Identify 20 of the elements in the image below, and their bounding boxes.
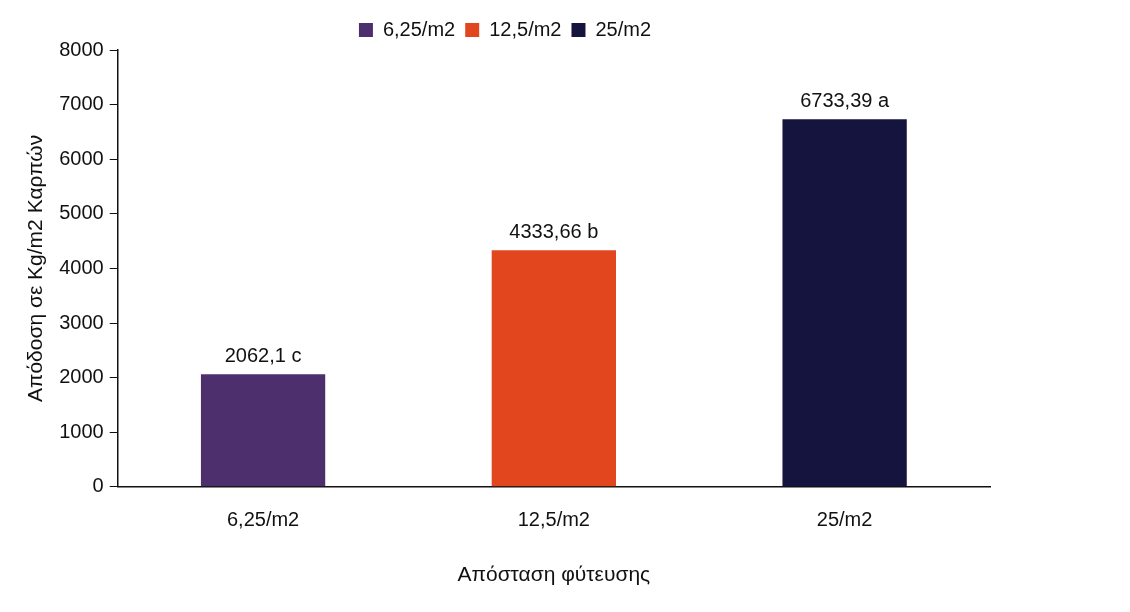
legend-label: 25/m2 xyxy=(595,17,652,40)
y-tick-label: 1000 xyxy=(59,419,104,442)
data-label: 6733,39 a xyxy=(800,88,890,111)
y-axis-title: Απόδοση σε Kg/m2 Καρπών xyxy=(23,134,47,403)
y-tick-label: 7000 xyxy=(59,92,104,115)
x-tick-label: 25/m2 xyxy=(816,508,873,531)
y-tick-label: 5000 xyxy=(59,201,104,224)
legend-label: 6,25/m2 xyxy=(382,17,456,40)
y-tick-label: 4000 xyxy=(59,255,104,278)
legend-label: 12,5/m2 xyxy=(489,17,562,40)
y-tick-label: 3000 xyxy=(59,310,104,333)
x-axis-title: Απόσταση φύτευσης xyxy=(457,562,651,586)
data-label: 4333,66 b xyxy=(509,219,599,242)
x-tick-label: 6,25/m2 xyxy=(226,508,300,531)
y-tick-label: 6000 xyxy=(59,146,104,169)
y-tick-label: 2000 xyxy=(59,365,104,388)
y-tick-label: 8000 xyxy=(59,37,104,60)
x-tick-label: 12,5/m2 xyxy=(517,508,590,531)
data-label: 2062,1 c xyxy=(224,343,302,366)
y-tick-label: 0 xyxy=(92,474,104,497)
